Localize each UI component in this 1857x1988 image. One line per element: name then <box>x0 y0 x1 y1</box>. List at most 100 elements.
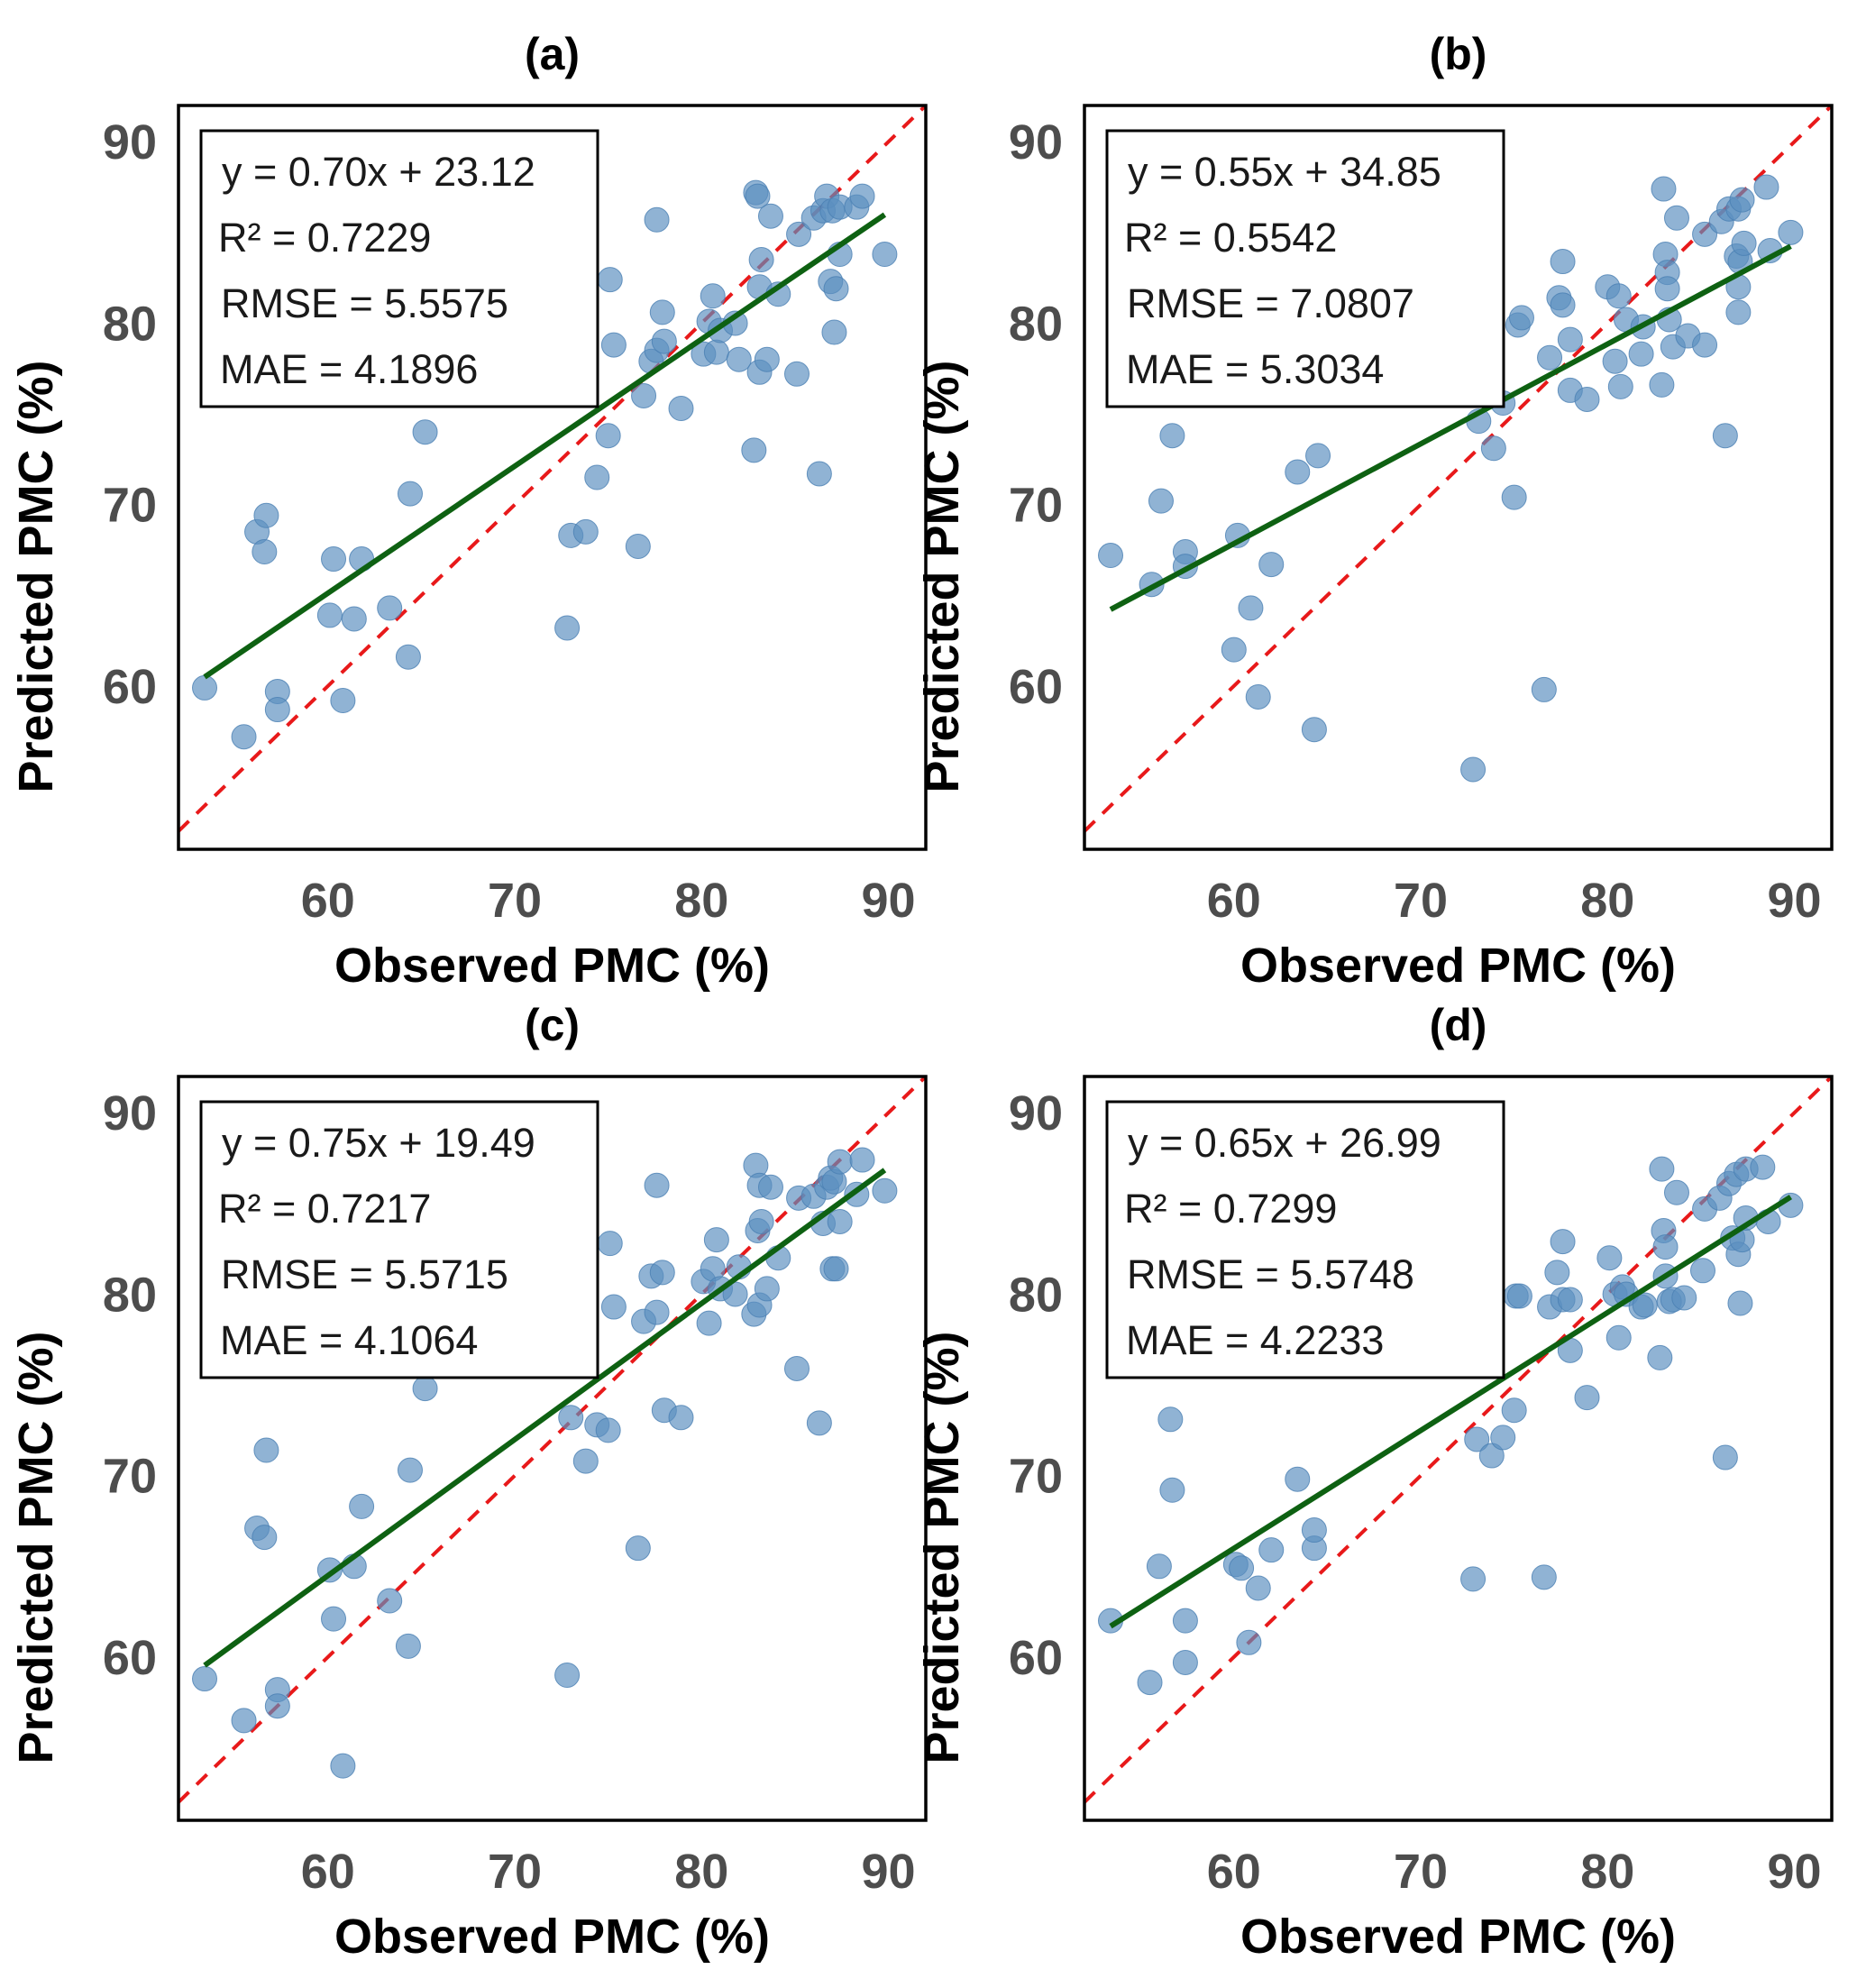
data-point-c-0 <box>192 1666 218 1692</box>
data-point-a-25 <box>625 533 651 559</box>
data-point-c-4 <box>253 1437 279 1463</box>
data-point-b-2 <box>1148 488 1174 514</box>
data-point-c-23 <box>597 1231 623 1257</box>
data-point-a-49 <box>783 361 810 387</box>
data-point-c-22 <box>595 1417 621 1443</box>
data-point-d-4 <box>1159 1477 1185 1503</box>
data-point-a-21 <box>584 464 610 490</box>
data-point-d-41 <box>1649 1156 1675 1182</box>
y-axis-label-d: Predicted PMC (%) <box>915 1331 969 1764</box>
y-tick-label-c-60: 60 <box>103 1631 157 1685</box>
y-tick-label-d-90: 90 <box>1009 1086 1063 1141</box>
data-point-a-62 <box>849 183 875 209</box>
stats-box-c: y = 0.75x + 19.49 R² = 0.7217 RMSE = 5.571… <box>199 1100 599 1379</box>
data-point-a-24 <box>600 332 627 358</box>
data-point-d-5 <box>1172 1608 1198 1634</box>
data-point-c-6 <box>264 1693 290 1719</box>
data-point-d-61 <box>1750 1154 1776 1180</box>
y-tick-label-a-70: 70 <box>103 479 157 533</box>
data-point-a-3 <box>252 539 278 564</box>
data-point-c-13 <box>395 1633 421 1659</box>
data-point-c-15 <box>412 1376 438 1402</box>
x-tick-label-c-60: 60 <box>301 1845 355 1899</box>
data-point-c-36 <box>703 1227 729 1253</box>
data-point-b-30 <box>1574 386 1600 412</box>
data-point-c-8 <box>321 1606 347 1632</box>
stat-rmse-b: RMSE = 7.0807 <box>1127 280 1414 326</box>
stat-r2-a: R² = 0.7229 <box>218 215 431 261</box>
stat-mae-d: MAE = 4.2233 <box>1126 1317 1384 1363</box>
y-tick-label-a-60: 60 <box>103 660 157 714</box>
stat-equation-b: y = 0.55x + 34.85 <box>1128 149 1441 195</box>
stat-mae-a: MAE = 4.1896 <box>220 346 478 392</box>
data-point-d-20 <box>1478 1443 1505 1469</box>
data-point-a-15 <box>412 419 438 445</box>
stat-mae-b: MAE = 5.3034 <box>1126 346 1384 392</box>
data-point-a-52 <box>806 461 832 487</box>
data-point-c-28 <box>644 1299 670 1325</box>
data-point-c-19 <box>558 1405 584 1431</box>
x-tick-label-d-90: 90 <box>1768 1845 1822 1899</box>
data-point-b-7 <box>1221 637 1247 663</box>
stat-rmse-d: RMSE = 5.5748 <box>1127 1251 1414 1297</box>
stat-equation-a: y = 0.70x + 23.12 <box>222 149 535 195</box>
data-point-a-46 <box>754 346 780 372</box>
data-point-c-12 <box>377 1588 403 1614</box>
y-tick-label-d-80: 80 <box>1009 1268 1063 1322</box>
plot-frame-a <box>177 104 928 851</box>
data-point-c-11 <box>349 1493 375 1519</box>
data-point-d-32 <box>1574 1385 1600 1411</box>
x-tick-label-b-90: 90 <box>1768 874 1822 928</box>
scatter-points-c <box>192 1147 898 1779</box>
data-point-b-45 <box>1663 205 1689 231</box>
data-point-a-0 <box>192 674 218 701</box>
plot-frame-b <box>1083 104 1834 851</box>
data-point-a-47 <box>757 203 783 229</box>
data-point-b-59 <box>1753 174 1779 200</box>
data-point-b-13 <box>1305 443 1331 469</box>
panel-title-d: (d) <box>1430 1000 1487 1050</box>
data-point-b-38 <box>1649 371 1675 398</box>
y-tick-label-c-80: 80 <box>103 1268 157 1322</box>
data-point-c-60 <box>827 1149 853 1175</box>
data-point-a-4 <box>253 502 279 528</box>
data-point-d-24 <box>1506 1283 1532 1309</box>
y-tick-label-b-60: 60 <box>1009 660 1063 714</box>
y-tick-label-b-70: 70 <box>1009 479 1063 533</box>
data-point-c-24 <box>600 1294 627 1320</box>
data-point-c-63 <box>872 1177 898 1204</box>
data-point-c-46 <box>754 1276 780 1302</box>
stat-equation-d: y = 0.65x + 26.99 <box>1128 1120 1441 1166</box>
data-point-a-29 <box>644 206 670 233</box>
x-tick-label-a-80: 80 <box>674 874 728 928</box>
plot-area-d <box>1084 1076 1832 1804</box>
x-tick-label-c-70: 70 <box>488 1845 542 1899</box>
data-point-c-52 <box>806 1410 832 1436</box>
data-point-c-18 <box>554 1663 581 1689</box>
data-point-a-20 <box>572 518 599 545</box>
data-point-d-35 <box>1605 1324 1632 1351</box>
stats-box-d: y = 0.65x + 26.99 R² = 0.7299 RMSE = 5.574… <box>1105 1100 1505 1379</box>
x-axis-label-c: Observed PMC (%) <box>334 1910 770 1964</box>
y-axis-label-c: Predicted PMC (%) <box>9 1331 63 1764</box>
x-tick-label-d-70: 70 <box>1394 1845 1448 1899</box>
data-point-a-8 <box>316 602 343 628</box>
data-point-b-16 <box>1460 756 1487 783</box>
data-point-b-47 <box>1692 332 1718 358</box>
panel-title-c: (c) <box>525 1000 580 1050</box>
stat-rmse-a: RMSE = 5.5575 <box>221 280 508 326</box>
data-point-b-22 <box>1508 305 1534 331</box>
plot-frame-c <box>177 1075 928 1822</box>
data-point-d-2 <box>1146 1553 1172 1580</box>
data-point-a-13 <box>395 644 421 670</box>
data-point-d-14 <box>1301 1517 1327 1544</box>
data-point-a-18 <box>554 615 581 641</box>
data-point-d-31 <box>1557 1287 1583 1313</box>
data-point-d-39 <box>1632 1292 1658 1318</box>
data-point-a-40 <box>741 437 767 463</box>
data-point-b-9 <box>1245 683 1271 710</box>
data-point-c-34 <box>696 1310 722 1336</box>
data-point-d-19 <box>1464 1426 1490 1452</box>
data-point-c-29 <box>644 1172 670 1198</box>
data-point-d-10 <box>1245 1575 1271 1601</box>
